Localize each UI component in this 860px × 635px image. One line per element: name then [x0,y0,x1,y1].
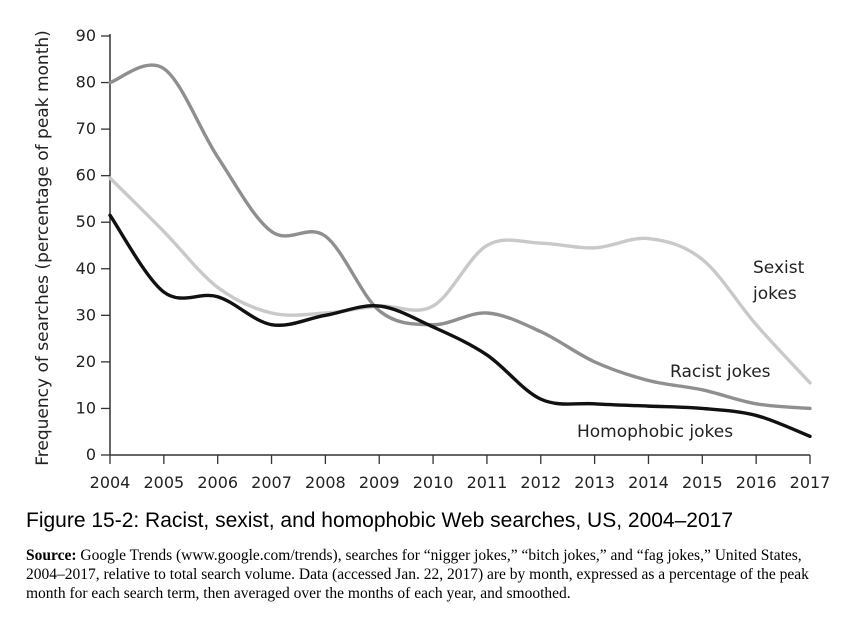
series-labels: Sexist jokes Racist jokes Homophobic jok… [577,258,805,442]
x-tick-label: 2015 [682,473,723,492]
x-tick-label: 2016 [736,473,777,492]
source-label: Source: [26,547,77,564]
series-line-racist [108,63,812,411]
y-tick-label: 30 [76,305,96,324]
y-tick-label: 40 [76,259,96,278]
series-label-homophobic: Homophobic jokes [577,422,733,442]
x-tick-label: 2005 [143,473,184,492]
series-label-sexist-line1: Sexist [753,258,805,278]
x-tick-label: 2006 [197,473,238,492]
line-chart: Frequency of searches (percentage of pea… [33,26,831,492]
x-tick-label: 2012 [520,473,561,492]
figure-caption: Figure 15-2: Racist, sexist, and homopho… [26,509,734,532]
x-tick-label: 2004 [90,473,131,492]
series-line-homophobic [108,213,812,439]
series-layer [108,63,812,439]
y-tick-label: 10 [76,398,96,417]
source-text: Google Trends (www.google.com/trends), s… [26,547,809,602]
series-line-sexist [108,176,812,385]
y-tick-label: 20 [76,352,96,371]
x-tick-label: 2007 [251,473,292,492]
series-label-racist: Racist jokes [670,362,771,382]
y-tick-label: 90 [76,26,96,45]
x-tick-label: 2014 [628,473,669,492]
y-axis-title: Frequency of searches (percentage of pea… [33,30,53,466]
x-tick-label: 2008 [305,473,346,492]
x-tick-label: 2009 [359,473,400,492]
x-tick-label: 2013 [574,473,615,492]
y-tick-label: 60 [76,166,96,185]
source-note: Source: Google Trends (www.google.com/tr… [26,546,836,603]
y-tick-label: 50 [76,212,96,231]
y-tick-label: 0 [86,445,96,464]
y-tick-label: 70 [76,119,96,138]
x-tick-label: 2010 [413,473,454,492]
y-axis-title-group: Frequency of searches (percentage of pea… [33,30,53,466]
axes: 0 10 20 30 40 50 60 70 80 90 2004 2005 2006 2007 2008 2… [76,26,831,492]
x-tick-label: 2017 [790,473,831,492]
x-tick-label: 2011 [467,473,508,492]
series-label-sexist-line2: jokes [752,284,797,304]
y-tick-label: 80 [76,73,96,92]
